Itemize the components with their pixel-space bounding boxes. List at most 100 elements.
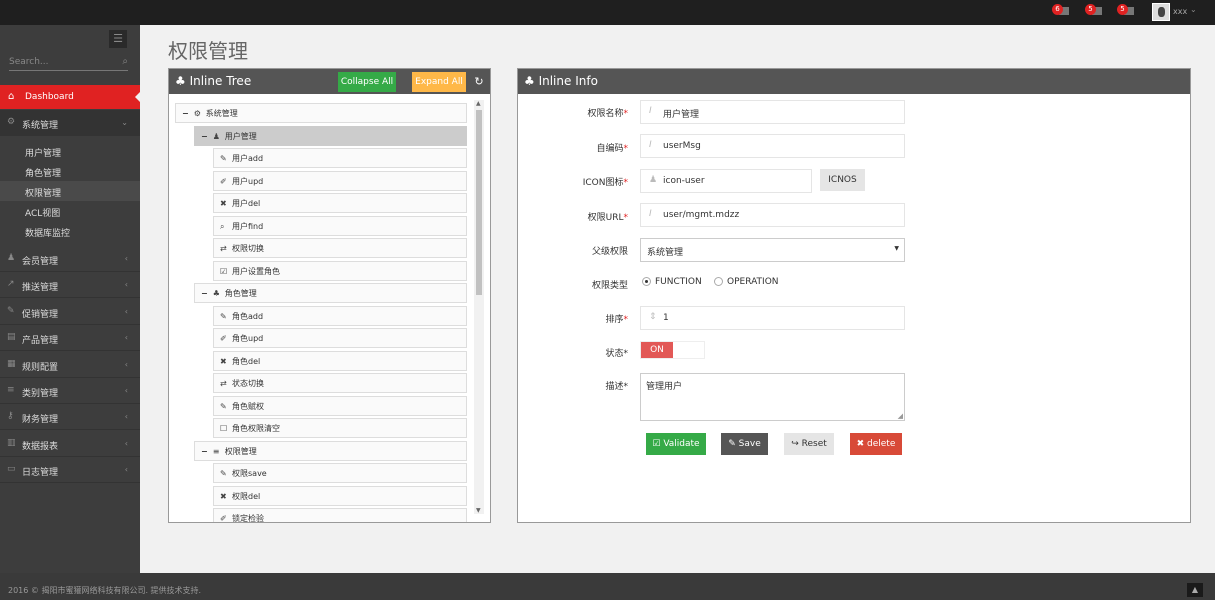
tree-node[interactable]: ⇄ 状态切换 [213,373,467,393]
scroll-down-icon[interactable]: ▼ [476,507,481,514]
sidebar-item[interactable]: ▤ 产品管理 ‹ [0,325,140,352]
icon-input[interactable]: ♟ icon-user [640,169,812,193]
username[interactable]: xxx [1173,7,1188,16]
tree: ✐ 锁定检验 ✖ 权限del ✎ 权限save − ≡ 权限管理 ☐ 角色权限清空 ✎ 角色赋权 ⇄ 状态切… [169,94,490,522]
resize-handle-icon[interactable]: ◢ [897,412,903,420]
tree-node[interactable]: − ≡ 权限管理 [194,440,467,461]
save-button[interactable]: ✎ Save [721,433,768,455]
tree-node[interactable]: ✎ 权限save [213,463,467,483]
tree-node[interactable]: ☑ 用户设置角色 [213,260,467,281]
type-radio-function[interactable]: FUNCTION [642,277,702,287]
sidebar-item[interactable]: ⚷ 财务管理 ‹ [0,404,140,431]
times-icon: ✖ [856,439,868,449]
desc-textarea[interactable]: 管理用户 ◢ [640,373,905,421]
sitemap-icon: ♣ [212,289,220,298]
notification-inbox[interactable]: 5 [1085,4,1107,18]
top-bar: 6 5 5 xxx ⌄ [0,0,1215,25]
sidebar-item[interactable]: ≡ 类别管理 ‹ [0,378,140,404]
sidebar-subitem[interactable]: ACL视图 [25,209,61,219]
caret-down-icon: ▼ [894,245,899,252]
icons-button[interactable]: ICNOS [820,169,865,191]
sidebar-subitem[interactable]: 角色管理 [25,169,62,179]
tree-node[interactable]: ✐ 用户upd [213,170,467,191]
collapse-all-button[interactable]: Collapse All [338,72,396,92]
notification-tasks[interactable]: 5 [1117,4,1139,18]
scroll-top-icon[interactable]: ▲ [1187,583,1203,597]
collapse-toggle-icon[interactable]: − [182,109,189,118]
tree-node[interactable]: ✐ 角色upd [213,328,467,348]
tree-scrollbar[interactable]: ▲ ▼ [474,100,484,514]
tree-node[interactable]: ⇄ 权限切换 [213,238,467,258]
status-toggle[interactable]: ON [640,341,705,359]
refresh-icon[interactable]: ↻ [474,75,484,88]
tree-node-label: 角色upd [232,334,264,343]
scroll-up-icon[interactable]: ▲ [476,100,481,107]
tree-node[interactable]: ✖ 角色del [213,350,467,371]
tree-node[interactable]: − ♣ 角色管理 [194,283,467,303]
list-alt-icon: ▦ [7,358,16,369]
pencil-icon: ✎ [7,305,15,316]
tree-node[interactable]: ✎ 用户add [213,148,467,168]
order-stepper[interactable]: ⇕ 1 [640,306,905,330]
sidebar-subitem[interactable]: 用户管理 [25,149,62,159]
sidebar-item-dashboard[interactable]: ⌂ Dashboard [0,85,140,109]
collapse-toggle-icon[interactable]: − [201,446,208,456]
sidebar-subitem[interactable]: 数据库监控 [25,229,71,239]
name-label: 权限名称* [587,109,628,119]
retweet-icon: ⇄ [220,244,227,253]
avatar[interactable] [1152,3,1170,21]
search-input[interactable]: Search... ⌕ [9,55,128,71]
tree-node[interactable]: ✎ 角色赋权 [213,395,467,416]
chevron-left-icon: ‹ [124,333,128,343]
tree-node[interactable]: − ⚙ 系统管理 [175,103,467,123]
scrollbar-thumb[interactable] [476,110,482,295]
tree-node[interactable]: ✖ 权限del [213,485,467,506]
credit-card-icon: ▭ [7,464,16,475]
sidebar-item-label: 产品管理 [22,336,59,347]
sidebar-item[interactable]: ▭ 日志管理 ‹ [0,457,140,484]
tree-node[interactable]: ⌕ 用户find [213,215,467,236]
tree-node[interactable]: ✖ 用户del [213,193,467,213]
search-icon[interactable]: ⌕ [122,56,128,67]
parent-select[interactable]: 系统管理 ▼ [640,238,905,262]
sitemap-icon: ♣ [175,74,190,88]
tree-node-label: 角色权限清空 [232,424,280,433]
menu-toggle-icon[interactable]: ☰ [109,30,127,48]
tree-node[interactable]: − ♟ 用户管理 [194,125,467,146]
radio-unchecked-icon [714,277,723,286]
sidebar-item-label: 会员管理 [22,257,59,267]
notification-warnings[interactable]: 6 [1052,4,1074,18]
tree-node[interactable]: ✎ 角色add [213,305,467,326]
tree-node-label: 系统管理 [205,109,238,118]
sidebar-item[interactable]: ♟ 会员管理 ‹ [0,246,140,272]
order-label: 排序* [605,315,628,325]
name-input[interactable]: I 用户管理 [640,100,905,124]
sidebar-subitem[interactable]: 权限管理 [0,181,140,201]
collapse-toggle-icon[interactable]: − [201,289,208,298]
sidebar-item[interactable]: ▦ 规则配置 ‹ [0,352,140,378]
cogs-icon: ⚙ [7,117,16,127]
validate-button[interactable]: ☑ Validate [646,433,706,455]
code-label: 自编码* [596,144,628,154]
chevron-down-icon[interactable]: ⌄ [1190,5,1197,14]
type-radio-operation[interactable]: OPERATION [714,277,779,287]
tree-node[interactable]: ☐ 角色权限清空 [213,418,467,438]
sidebar-item[interactable]: ↗ 推送管理 ‹ [0,272,140,299]
user-icon: ♟ [212,131,220,141]
sidebar-item-system[interactable]: ⚙ 系统管理 ⌄ [0,110,140,136]
cogs-icon: ⚙ [193,109,201,118]
sidebar-item[interactable]: ▥ 数据报表 ‹ [0,431,140,457]
collapse-toggle-icon[interactable]: − [201,131,208,141]
tree-node-label: 权限切换 [232,244,264,253]
reset-button[interactable]: ↪ Reset [784,433,834,455]
info-panel-header: ♣ Inline Info [518,69,1190,94]
delete-button[interactable]: ✖ delete [850,433,902,455]
expand-all-button[interactable]: Expand All [412,72,466,92]
sidebar-item[interactable]: ✎ 促销管理 ‹ [0,299,140,325]
tree-node[interactable]: ✐ 锁定检验 [213,508,467,522]
chevron-left-icon: ‹ [124,254,128,263]
search-icon: ⌕ [220,221,225,231]
tree-node-label: 用户add [232,154,264,163]
